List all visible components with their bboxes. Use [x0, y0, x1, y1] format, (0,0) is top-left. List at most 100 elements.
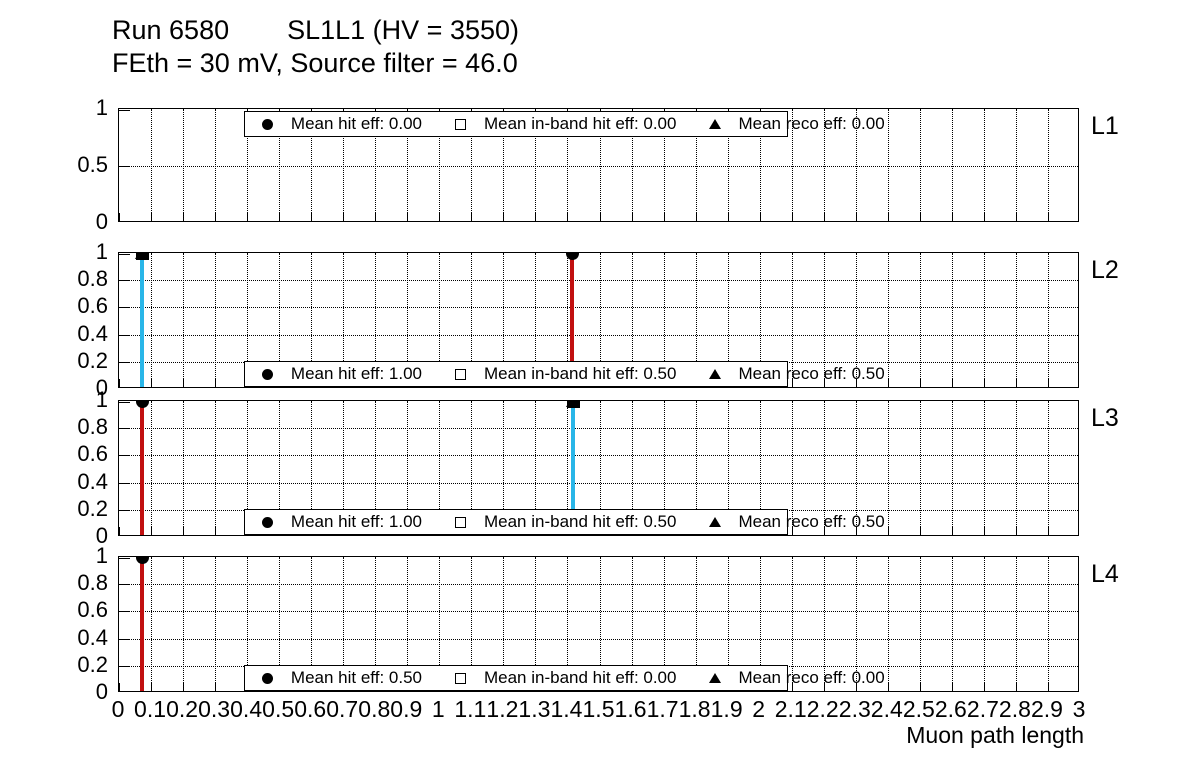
horizontal-gridline [119, 166, 1078, 167]
x-tick-mark [151, 213, 153, 221]
x-tick-mark [631, 213, 633, 221]
legend-entry: Mean hit eff: 0.00 [245, 114, 438, 134]
x-axis-title: Muon path length [906, 722, 1084, 748]
x-tick-mark [1015, 379, 1017, 387]
y-tick-mark [119, 535, 130, 536]
x-tick-mark [759, 213, 761, 221]
vertical-gridline [983, 253, 985, 387]
x-tick-mark [983, 683, 985, 691]
x-tick-label: 2.7 [966, 696, 999, 722]
y-tick-label: 0.8 [77, 414, 108, 440]
x-tick-mark [375, 213, 377, 221]
title-line-2: FEth = 30 mV, Source filter = 46.0 [112, 48, 518, 78]
filled-circle-icon [245, 516, 291, 528]
plot-frame-l1[interactable]: Mean hit eff: 0.00 Mean in-band hit eff: … [118, 108, 1079, 222]
x-tick-mark [215, 213, 217, 221]
y-tick-mark [119, 166, 130, 167]
filled-circle-icon-glyph [262, 516, 274, 528]
x-tick-mark [919, 527, 921, 535]
horizontal-gridline [119, 611, 1078, 613]
x-tick-mark [247, 213, 249, 221]
title-superlayer: SL1L1 (HV = 3550) [287, 15, 520, 45]
filled-triangle-icon-glyph [709, 517, 722, 527]
filled-circle-icon [245, 672, 291, 684]
x-tick-label: 1.9 [710, 696, 743, 722]
vertical-gridline [1047, 253, 1049, 387]
x-tick-mark [887, 527, 889, 535]
y-tick-label: 0 [95, 523, 108, 548]
data-marker-triangle [135, 253, 150, 259]
vertical-gridline [1015, 401, 1017, 535]
open-square-icon [438, 368, 484, 380]
legend-label: Mean reco eff: 0.50 [738, 364, 885, 383]
x-tick-mark [791, 213, 793, 221]
x-tick-mark [1015, 213, 1017, 221]
x-tick-label: 2.5 [902, 696, 935, 722]
filled-triangle-icon [692, 369, 738, 379]
x-tick-label: 2 [752, 696, 766, 722]
filled-triangle-icon-glyph [709, 369, 722, 379]
efficiency-vertical-line [571, 401, 576, 535]
title-run: Run 6580 [112, 15, 230, 45]
x-tick-mark [919, 379, 921, 387]
vertical-gridline [183, 253, 185, 387]
x-tick-mark [1047, 527, 1049, 535]
legend-label: Mean hit eff: 0.50 [290, 668, 422, 687]
x-tick-mark [151, 527, 153, 535]
x-tick-label: 0.4 [230, 696, 263, 722]
plot-frame-l3[interactable]: Mean hit eff: 1.00 Mean in-band hit eff: … [118, 400, 1079, 536]
vertical-gridline [983, 401, 985, 535]
horizontal-gridline [119, 638, 1078, 640]
x-tick-mark [983, 213, 985, 221]
vertical-gridline [919, 109, 921, 221]
x-tick-mark [119, 379, 120, 387]
x-tick-mark [791, 527, 793, 535]
y-tick-mark [119, 402, 130, 403]
x-tick-mark [471, 213, 473, 221]
panel-l4: Mean hit eff: 0.50 Mean in-band hit eff: … [0, 545, 1196, 703]
legend-entry: Mean hit eff: 0.50 [245, 668, 438, 688]
legend-label: Mean hit eff: 1.00 [290, 512, 422, 531]
y-tick-mark [119, 558, 130, 559]
horizontal-gridline [119, 307, 1078, 309]
x-tick-mark [183, 683, 185, 691]
legend-entry: Mean reco eff: 0.50 [692, 364, 900, 384]
x-tick-mark [855, 213, 857, 221]
open-square-icon [438, 118, 484, 130]
y-tick-mark [119, 455, 130, 457]
y-tick-mark [119, 280, 130, 282]
x-tick-mark [1047, 379, 1049, 387]
horizontal-gridline [119, 482, 1078, 484]
x-tick-mark [151, 379, 153, 387]
x-tick-mark [887, 213, 889, 221]
vertical-gridline [151, 253, 153, 387]
x-tick-label: 1.2 [486, 696, 519, 722]
y-tick-mark [119, 221, 130, 222]
y-tick-mark [119, 638, 130, 640]
x-tick-label: 2.3 [838, 696, 871, 722]
legend-entry: Mean hit eff: 1.00 [245, 512, 438, 532]
y-tick-label: 0.8 [77, 570, 108, 596]
plot-frame-l2[interactable]: Mean hit eff: 1.00 Mean in-band hit eff: … [118, 252, 1079, 388]
x-tick-label: 0.8 [358, 696, 391, 722]
vertical-gridline [183, 557, 185, 691]
y-tick-mark [119, 428, 130, 430]
y-tick-mark [119, 110, 130, 111]
panel-l3: Mean hit eff: 1.00 Mean in-band hit eff: … [0, 389, 1196, 547]
x-tick-label: 1.3 [518, 696, 551, 722]
vertical-gridline [1015, 253, 1017, 387]
filled-circle-icon-glyph [262, 368, 274, 380]
x-tick-mark [823, 213, 825, 221]
filled-circle-icon [245, 118, 291, 130]
x-tick-mark [503, 213, 505, 221]
y-tick-mark [119, 509, 130, 511]
vertical-gridline [951, 109, 953, 221]
x-tick-mark [951, 683, 953, 691]
y-tick-label: 0.6 [77, 293, 108, 319]
plot-frame-l4[interactable]: Mean hit eff: 0.50 Mean in-band hit eff: … [118, 556, 1079, 692]
y-tick-label: 0.5 [77, 152, 108, 177]
y-tick-label: 1 [95, 543, 108, 568]
x-tick-label: 2.4 [870, 696, 903, 722]
y-tick-mark [119, 307, 130, 309]
filled-triangle-icon [692, 673, 738, 683]
